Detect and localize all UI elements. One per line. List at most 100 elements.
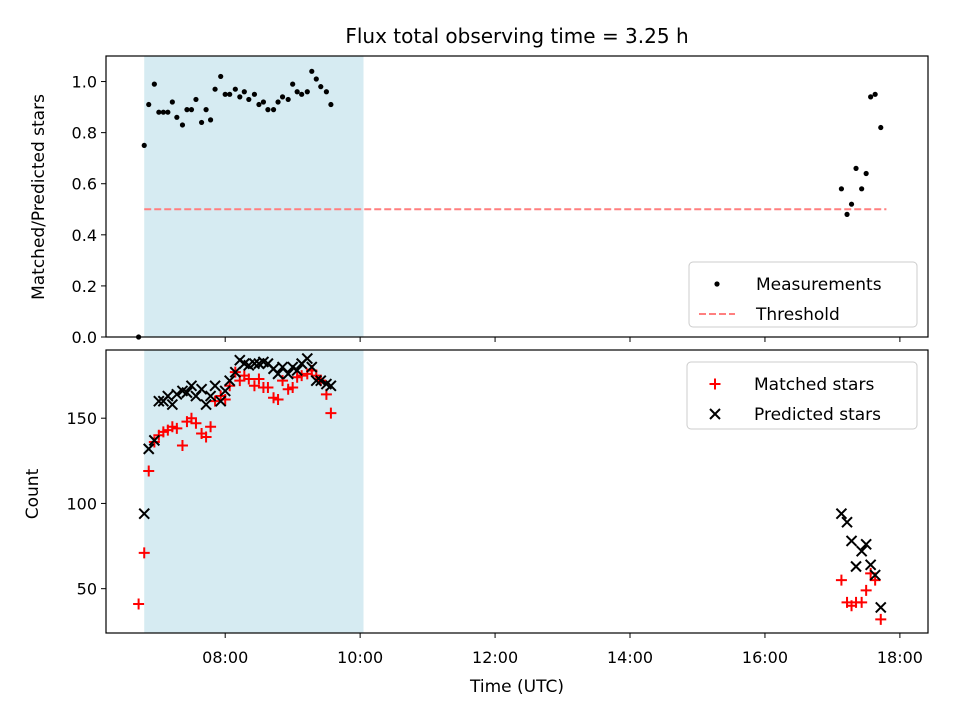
y-tick-label: 0.6 bbox=[72, 175, 97, 194]
predicted-stars-point bbox=[845, 535, 858, 547]
measurement-point bbox=[304, 89, 310, 95]
predicted-stars-point bbox=[855, 545, 868, 557]
matched-stars-point bbox=[200, 431, 212, 443]
measurement-point bbox=[260, 99, 267, 105]
measurement-point bbox=[188, 107, 195, 113]
matched-stars-point bbox=[148, 436, 160, 448]
measurement-point bbox=[838, 186, 845, 192]
matched-stars-point bbox=[272, 393, 284, 405]
measurement-point bbox=[222, 91, 228, 97]
measurement-point bbox=[169, 99, 175, 105]
matched-stars-point bbox=[860, 584, 872, 596]
measurement-point bbox=[863, 170, 869, 177]
measurement-point bbox=[285, 96, 291, 103]
measurement-point bbox=[218, 73, 224, 80]
y-tick-label: 1.0 bbox=[72, 73, 97, 92]
top-panel: 0.0 0.2 0.4 0.6 0.8 1.0 Matched/Predicted star… bbox=[29, 55, 929, 347]
measurement-point bbox=[294, 89, 300, 95]
predicted-stars-point bbox=[869, 569, 881, 581]
matched-stars-point bbox=[835, 574, 847, 586]
matched-stars-point bbox=[176, 439, 188, 451]
y-tick-label: 150 bbox=[66, 409, 97, 428]
measurement-point bbox=[868, 94, 874, 100]
predicted-stars-point bbox=[171, 388, 183, 401]
x-tick-label: 12:00 bbox=[472, 648, 518, 667]
predicted-stars-point bbox=[315, 374, 327, 387]
legend-marker-matched bbox=[709, 378, 721, 390]
measurement-point bbox=[184, 107, 190, 113]
matched-stars-point bbox=[325, 407, 337, 419]
matched-stars-point bbox=[875, 613, 887, 625]
plot-frame bbox=[105, 349, 929, 634]
measurement-point bbox=[232, 86, 238, 92]
x-tick-label: 14:00 bbox=[607, 648, 653, 667]
measurement-point bbox=[246, 96, 252, 103]
measurement-point bbox=[853, 165, 859, 171]
measurement-point bbox=[844, 211, 850, 217]
shaded-region bbox=[144, 56, 364, 337]
y-tick-label: 0.8 bbox=[72, 124, 97, 143]
measurement-point bbox=[290, 81, 296, 87]
measurement-point bbox=[848, 201, 855, 207]
legend-label: Predicted stars bbox=[754, 405, 881, 425]
legend-box bbox=[688, 261, 918, 328]
measurement-point bbox=[270, 107, 277, 113]
x-tick-label: 16:00 bbox=[742, 648, 788, 667]
matched-stars-point bbox=[171, 422, 183, 434]
predicted-stars-point bbox=[153, 395, 165, 407]
legend-box bbox=[686, 361, 918, 430]
predicted-stars-point bbox=[841, 516, 853, 528]
measurement-point bbox=[859, 186, 865, 192]
matched-stars-point bbox=[262, 382, 274, 394]
measurement-point bbox=[878, 124, 884, 131]
predicted-stars-point bbox=[195, 383, 208, 395]
predicted-stars-point bbox=[166, 398, 179, 411]
predicted-stars-point bbox=[148, 434, 161, 447]
measurement-point bbox=[318, 84, 324, 90]
chart-title: Flux total observing time = 3.25 h bbox=[345, 24, 688, 48]
matched-stars-point bbox=[248, 380, 260, 392]
y-axis-label: Count bbox=[23, 468, 43, 519]
measurement-point bbox=[299, 91, 305, 97]
y-tick-label: 0.2 bbox=[72, 277, 97, 296]
predicted-stars-point bbox=[219, 385, 231, 397]
predicted-stars-point bbox=[223, 374, 236, 387]
matched-stars-point bbox=[133, 598, 145, 610]
predicted-stars-point bbox=[209, 380, 221, 392]
measurement-point bbox=[141, 142, 147, 149]
x-tick-label: 08:00 bbox=[202, 648, 248, 667]
x-tick-label: 10:00 bbox=[337, 648, 383, 667]
legend-label: Measurements bbox=[756, 275, 882, 295]
predicted-stars-point bbox=[325, 380, 337, 392]
matched-stars-point bbox=[856, 596, 868, 608]
predicted-stars-point bbox=[875, 601, 887, 614]
measurement-point bbox=[198, 119, 205, 126]
x-tick-label: 18:00 bbox=[877, 648, 923, 667]
predicted-stars-point bbox=[860, 538, 872, 551]
measurement-point bbox=[179, 122, 186, 128]
measurement-point bbox=[146, 101, 152, 108]
measurement-point bbox=[212, 86, 218, 92]
predicted-stars-point bbox=[138, 507, 150, 520]
predicted-stars-point bbox=[143, 443, 155, 455]
measurement-point bbox=[872, 91, 878, 97]
matched-stars-point bbox=[869, 574, 881, 586]
measurement-point bbox=[237, 94, 243, 100]
measurement-point bbox=[275, 99, 281, 105]
measurement-point bbox=[241, 89, 247, 95]
predicted-stars-point bbox=[229, 366, 242, 378]
predicted-stars-point bbox=[301, 352, 313, 365]
bottom-panel: 50 100 150 08:00 10:00 12:00 14:00 16:00 18:00 Co… bbox=[23, 349, 929, 667]
legend-marker-predicted bbox=[709, 408, 721, 420]
legend-label: Matched stars bbox=[754, 375, 874, 395]
matched-stars-point bbox=[287, 382, 299, 394]
y-tick-label: 0.4 bbox=[72, 226, 97, 245]
legend-marker-measurements bbox=[714, 281, 720, 287]
matched-stars-point bbox=[243, 373, 255, 385]
measurement-point bbox=[156, 109, 162, 115]
measurement-point bbox=[227, 91, 233, 97]
y-tick-label: 100 bbox=[66, 494, 97, 513]
legend-label: Threshold bbox=[755, 305, 840, 325]
predicted-stars-point bbox=[200, 398, 212, 411]
